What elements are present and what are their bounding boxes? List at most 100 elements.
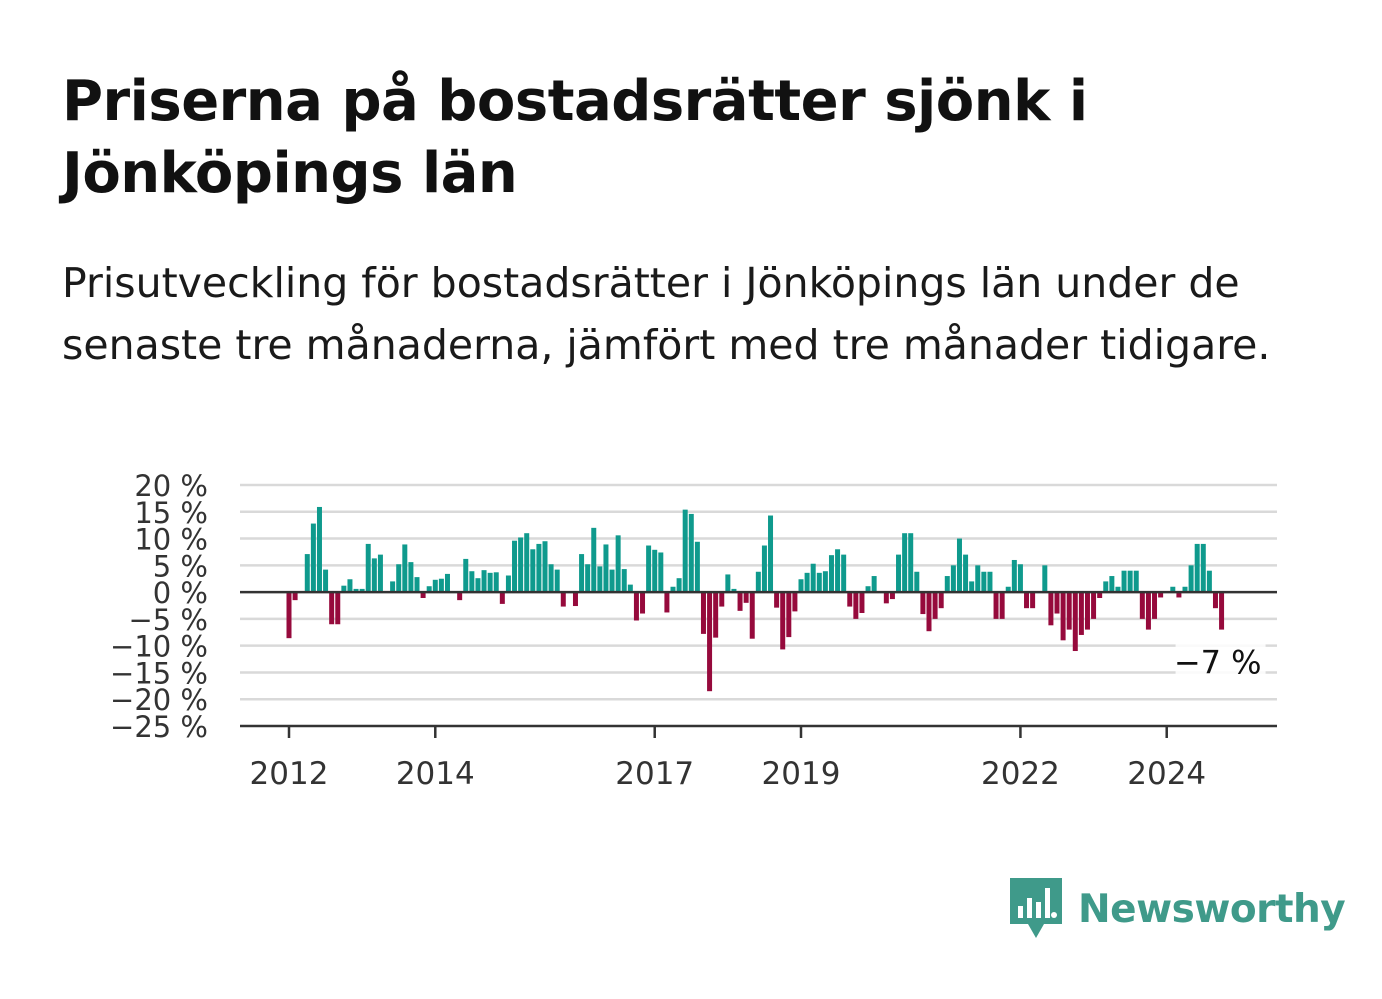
bar	[1158, 592, 1164, 598]
bar	[987, 571, 993, 593]
bar	[432, 579, 438, 593]
bar	[1091, 592, 1097, 619]
bar	[536, 543, 542, 593]
bar	[883, 592, 889, 604]
bar	[944, 576, 950, 593]
bar	[1109, 576, 1115, 593]
bar	[713, 592, 719, 638]
bar	[518, 537, 524, 593]
y-tick-label: 5 %	[153, 549, 208, 583]
bar	[731, 588, 737, 593]
bar	[719, 592, 725, 607]
bar	[627, 584, 633, 593]
bar	[743, 592, 749, 603]
bar	[585, 564, 591, 593]
bar	[1200, 543, 1206, 593]
bar	[920, 592, 926, 615]
bar	[1127, 570, 1133, 593]
brand-name: Newsworthy	[1078, 886, 1346, 932]
bar	[914, 571, 920, 593]
bar	[1133, 570, 1139, 593]
bar	[822, 571, 828, 593]
bar	[554, 569, 560, 593]
bar	[792, 592, 798, 612]
bar	[524, 533, 530, 593]
bar	[676, 578, 682, 593]
bar	[402, 544, 408, 593]
bar	[1170, 586, 1176, 593]
bar	[341, 585, 347, 593]
bar	[426, 586, 432, 593]
bar	[1097, 592, 1103, 599]
bar	[999, 592, 1005, 619]
y-tick-label: −25 %	[110, 710, 208, 744]
bar	[609, 569, 615, 593]
bar	[1115, 586, 1121, 593]
bar	[396, 564, 402, 593]
bar	[1048, 592, 1054, 626]
bar	[956, 538, 962, 593]
chart-subtitle: Prisutveckling för bostadsrätter i Jönkö…	[62, 259, 1271, 369]
bar	[493, 572, 499, 593]
y-tick-label: 0 %	[153, 576, 208, 610]
x-tick-label: 2014	[396, 756, 475, 792]
bar	[780, 592, 786, 650]
bar	[755, 571, 761, 593]
y-tick-label: 20 %	[134, 469, 208, 503]
bar	[1145, 592, 1151, 630]
bar	[1078, 592, 1084, 635]
bar	[908, 533, 914, 593]
last-value-label: −7 %	[1174, 644, 1262, 682]
bar	[463, 558, 469, 593]
bar	[1060, 592, 1066, 641]
bar	[420, 592, 426, 599]
bar	[457, 592, 463, 601]
bar	[1054, 592, 1060, 614]
bar	[798, 579, 804, 593]
bar	[499, 592, 505, 604]
bar	[621, 569, 627, 593]
bar	[828, 555, 834, 593]
bar	[664, 592, 670, 613]
bar	[1005, 586, 1011, 593]
bar	[377, 554, 383, 593]
bar	[542, 541, 548, 593]
bar	[932, 592, 938, 619]
y-tick-label: 15 %	[134, 496, 208, 530]
bar	[682, 509, 688, 593]
bar	[938, 592, 944, 609]
bar	[603, 544, 609, 593]
bar	[359, 588, 365, 593]
y-tick-label: −20 %	[110, 683, 208, 717]
bar	[475, 578, 481, 593]
bar	[530, 549, 536, 593]
bar	[761, 545, 767, 593]
y-axis-ticks: 20 %15 %10 %5 %0 %−5 %−10 %−15 %−20 %−25…	[110, 469, 208, 744]
bar	[670, 586, 676, 593]
bar	[304, 554, 310, 593]
bar	[804, 572, 810, 593]
bar	[560, 592, 566, 607]
bar	[469, 571, 475, 593]
bar	[353, 588, 359, 593]
bar	[810, 563, 816, 593]
bar	[835, 549, 841, 593]
bar	[438, 578, 444, 593]
y-tick-label: −5 %	[128, 603, 208, 637]
y-tick-label: 10 %	[134, 523, 208, 557]
bar	[700, 592, 706, 634]
bar	[1176, 592, 1182, 598]
bar	[286, 592, 292, 639]
bar	[316, 506, 322, 593]
bar	[1103, 581, 1109, 593]
bar	[847, 592, 853, 607]
y-tick-label: −10 %	[110, 630, 208, 664]
bar	[853, 592, 859, 619]
bar	[512, 540, 518, 593]
bar	[652, 549, 658, 593]
bar	[487, 572, 493, 593]
bars	[286, 506, 1225, 692]
bar	[505, 575, 511, 593]
bar	[579, 554, 585, 593]
bar	[1066, 592, 1072, 630]
